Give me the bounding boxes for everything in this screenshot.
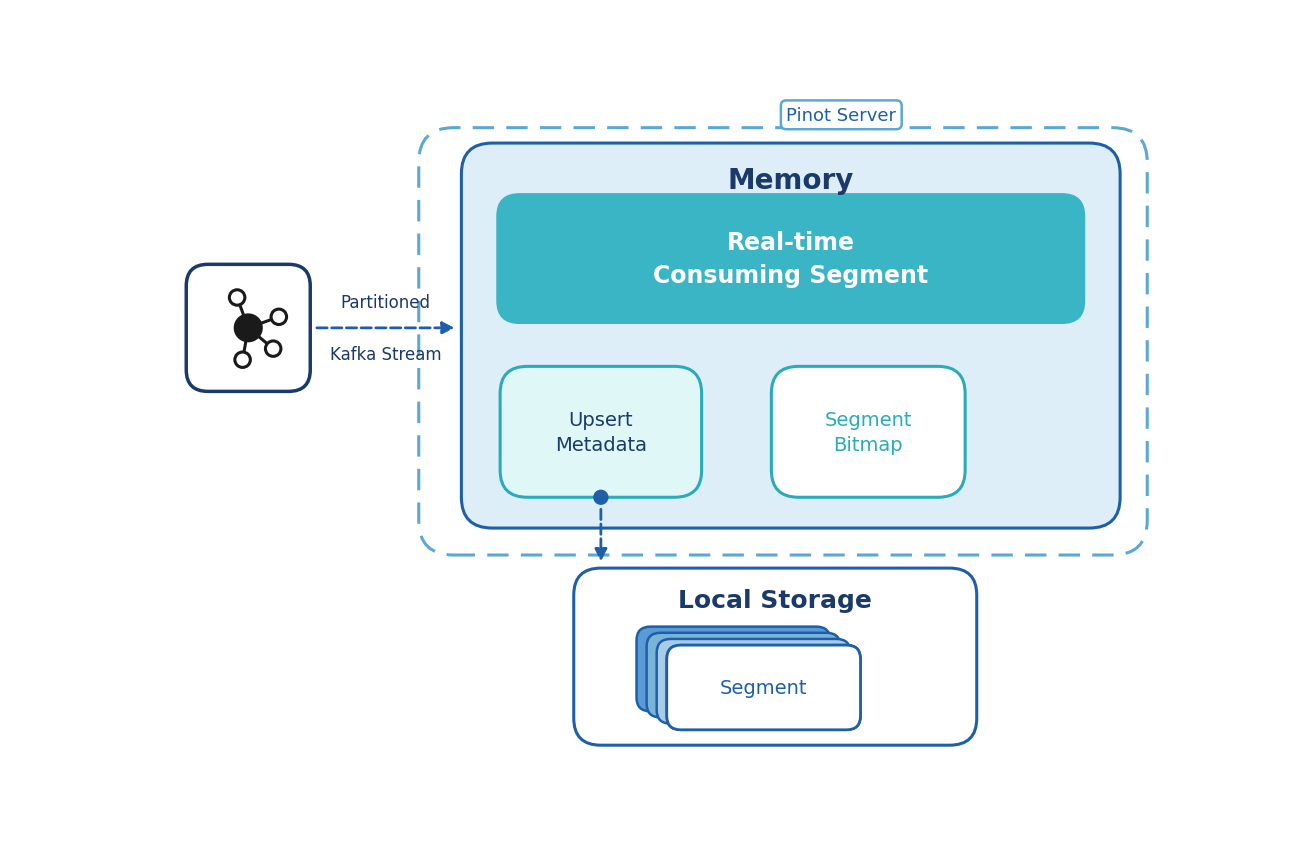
Text: Segment: Segment — [720, 678, 807, 697]
Circle shape — [266, 341, 280, 357]
Text: Partitioned: Partitioned — [340, 293, 430, 311]
Circle shape — [235, 316, 261, 341]
Circle shape — [230, 290, 245, 306]
Text: Upsert
Metadata: Upsert Metadata — [556, 410, 647, 455]
Text: Pinot Server: Pinot Server — [786, 107, 896, 125]
Text: Kafka Stream: Kafka Stream — [330, 345, 442, 363]
Text: Local Storage: Local Storage — [678, 589, 872, 612]
Circle shape — [235, 352, 250, 368]
FancyBboxPatch shape — [636, 627, 831, 711]
FancyBboxPatch shape — [666, 646, 861, 730]
FancyBboxPatch shape — [657, 639, 850, 724]
FancyBboxPatch shape — [574, 568, 977, 746]
FancyBboxPatch shape — [501, 367, 702, 497]
FancyBboxPatch shape — [666, 646, 861, 730]
FancyBboxPatch shape — [772, 367, 965, 497]
FancyBboxPatch shape — [186, 265, 310, 392]
Circle shape — [593, 490, 608, 505]
Text: Memory: Memory — [728, 167, 854, 194]
FancyBboxPatch shape — [497, 194, 1085, 325]
Circle shape — [271, 310, 287, 325]
Text: Segment
Bitmap: Segment Bitmap — [824, 410, 911, 455]
FancyBboxPatch shape — [647, 633, 840, 717]
Text: Real-time
Consuming Segment: Real-time Consuming Segment — [653, 231, 928, 287]
FancyBboxPatch shape — [462, 144, 1120, 529]
